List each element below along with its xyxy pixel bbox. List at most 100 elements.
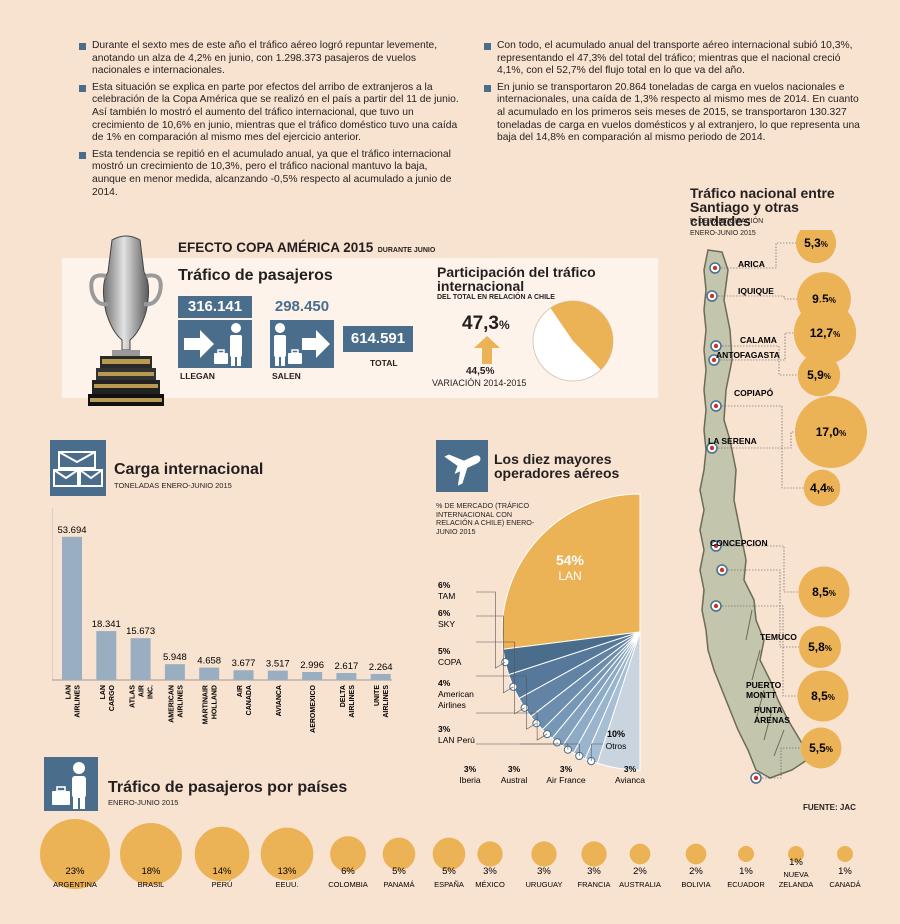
country-name-label: CANADÁ <box>829 880 860 889</box>
country-name-label: AUSTRALIA <box>619 880 661 889</box>
operator-leader <box>476 615 514 694</box>
city-marker-dot <box>719 567 725 573</box>
country-value-label: 14% <box>212 866 232 877</box>
chile-map <box>699 249 811 779</box>
country-bubble <box>40 819 110 889</box>
national-subtitle-1: % DE PARTICIPACIÓN <box>690 218 764 225</box>
city-bubble <box>797 670 849 722</box>
country-value-label: 6% <box>341 866 355 877</box>
operator-leader <box>476 712 548 741</box>
country-value-label: 23% <box>65 866 85 877</box>
operator-leader <box>560 743 580 756</box>
cargo-bar <box>233 670 254 680</box>
country-value-label: 5% <box>442 866 456 877</box>
cargo-value-label: 2.617 <box>335 661 359 672</box>
cargo-value-label: 3.517 <box>266 659 290 670</box>
country-bubble <box>531 841 557 867</box>
operators-title: Los diez mayores operadores aéreos <box>494 451 620 481</box>
leave-label: SALEN <box>272 371 301 381</box>
cargo-subtitle: TONELADAS ENERO-JUNIO 2015 <box>114 481 232 490</box>
cargo-category-label: LAN <box>100 685 107 699</box>
traveler-icon <box>52 762 86 809</box>
country-bubble <box>382 837 416 871</box>
cargo-category-label: INC. <box>148 685 155 699</box>
city-bubble <box>797 353 841 397</box>
cargo-bar <box>336 673 357 680</box>
country-value-label: 3% <box>537 866 551 877</box>
city-name-label: MONTT <box>746 690 777 700</box>
operators-subtitle: % DE MERCADO (TRÁFICO INTERNACIONAL CON … <box>436 501 535 536</box>
countries-chart: 23% ARGENTINA 18% BRASIL 14% PERÚ 13% EEUU. 6% CO… <box>40 819 861 889</box>
cargo-category-label: ATLAS <box>130 685 137 708</box>
cargo-bar <box>164 664 185 680</box>
intro-paragraph: En junio se transportaron 20.864 tonelad… <box>483 82 868 145</box>
country-value-label: 5% <box>392 866 406 877</box>
city-marker-dot <box>712 265 718 271</box>
operator-leader <box>476 675 537 730</box>
operator-value-label: 5% <box>438 646 451 656</box>
cargo-category-label: AIRLINES <box>75 685 82 718</box>
country-name-label: MÉXICO <box>475 880 505 889</box>
operator-name-label: American <box>438 689 474 699</box>
cargo-value-label: 2.264 <box>369 662 393 673</box>
cargo-category-label: AVIANCA <box>276 685 283 716</box>
operator-value-label: 3% <box>624 764 637 774</box>
operator-value-label: 3% <box>438 724 451 734</box>
country-bubble <box>629 843 651 865</box>
operator-name-label: LAN Perú <box>438 735 475 745</box>
city-value-label: 8,5% <box>812 585 836 599</box>
country-value-label: 3% <box>483 866 497 877</box>
arrive-label: LLEGAN <box>180 371 215 381</box>
city-marker-dot <box>753 775 759 781</box>
arrive-value: 316.141 <box>178 296 252 318</box>
cargo-icon-box <box>50 440 106 496</box>
country-name-label: BRASIL <box>138 880 165 889</box>
country-bubble <box>194 826 250 882</box>
intro-paragraph: Con todo, el acumulado anual del transpo… <box>483 40 868 78</box>
countries-title: Tráfico de pasajeros por países <box>108 779 348 796</box>
country-bubble <box>581 841 607 867</box>
cargo-category-label: AIR <box>139 685 146 697</box>
plane-icon <box>444 454 481 486</box>
copa-subtitle: DURANTE JUNIO <box>377 247 436 254</box>
city-name-label: ANTOFAGASTA <box>716 350 780 360</box>
operator-value-label: 6% <box>438 608 451 618</box>
cargo-category-label: AIRLINES <box>177 685 184 718</box>
national-subtitle-2: ENERO-JUNIO 2015 <box>690 230 756 237</box>
operator-name-label: Austral <box>501 775 528 785</box>
city-leader <box>722 569 820 648</box>
city-bubble <box>795 230 837 264</box>
arrive-icon-box <box>178 320 252 368</box>
cargo-category-label: MARTINAIR <box>203 685 210 724</box>
city-name-label: CONCEPCION <box>710 538 768 548</box>
city-marker-dot <box>713 603 719 609</box>
city-value-label: 5,3% <box>804 236 828 250</box>
intro-right: Con todo, el acumulado anual del transpo… <box>483 40 868 149</box>
cargo-bar <box>199 667 220 680</box>
cargo-category-label: HOLLAND <box>212 685 219 719</box>
country-name-label: URUGUAY <box>526 880 563 889</box>
country-bubble <box>330 836 366 872</box>
country-bubble <box>788 846 804 862</box>
city-marker-dot <box>713 403 719 409</box>
operator-name-label: Airlines <box>438 700 466 710</box>
city-name-label: ARENAS <box>754 715 790 725</box>
cargo-value-label: 18.341 <box>92 619 121 630</box>
national-title: Tráfico nacional entre Santiago y otras … <box>690 185 835 229</box>
country-name-label: ARGENTINA <box>53 880 97 889</box>
cargo-bar <box>267 670 288 680</box>
city-value-label: 5,9% <box>807 368 831 382</box>
operator-value-label: 10% <box>607 729 625 739</box>
leave-icon <box>274 323 330 366</box>
city-value-label: 17,0% <box>816 425 846 439</box>
share-value-wrap: 47,3% <box>462 313 510 335</box>
cargo-category-label: AMERICAN <box>168 685 175 723</box>
cargo-bar <box>302 672 323 680</box>
cargo-category-label: CANADA <box>246 685 253 715</box>
share-title: Participación del tráfico internacional <box>437 264 596 294</box>
leave-icon-box <box>270 320 334 368</box>
operator-name-label: Iberia <box>459 775 481 785</box>
trophy-icon <box>88 235 164 406</box>
country-name-label: FRANCIA <box>578 880 611 889</box>
